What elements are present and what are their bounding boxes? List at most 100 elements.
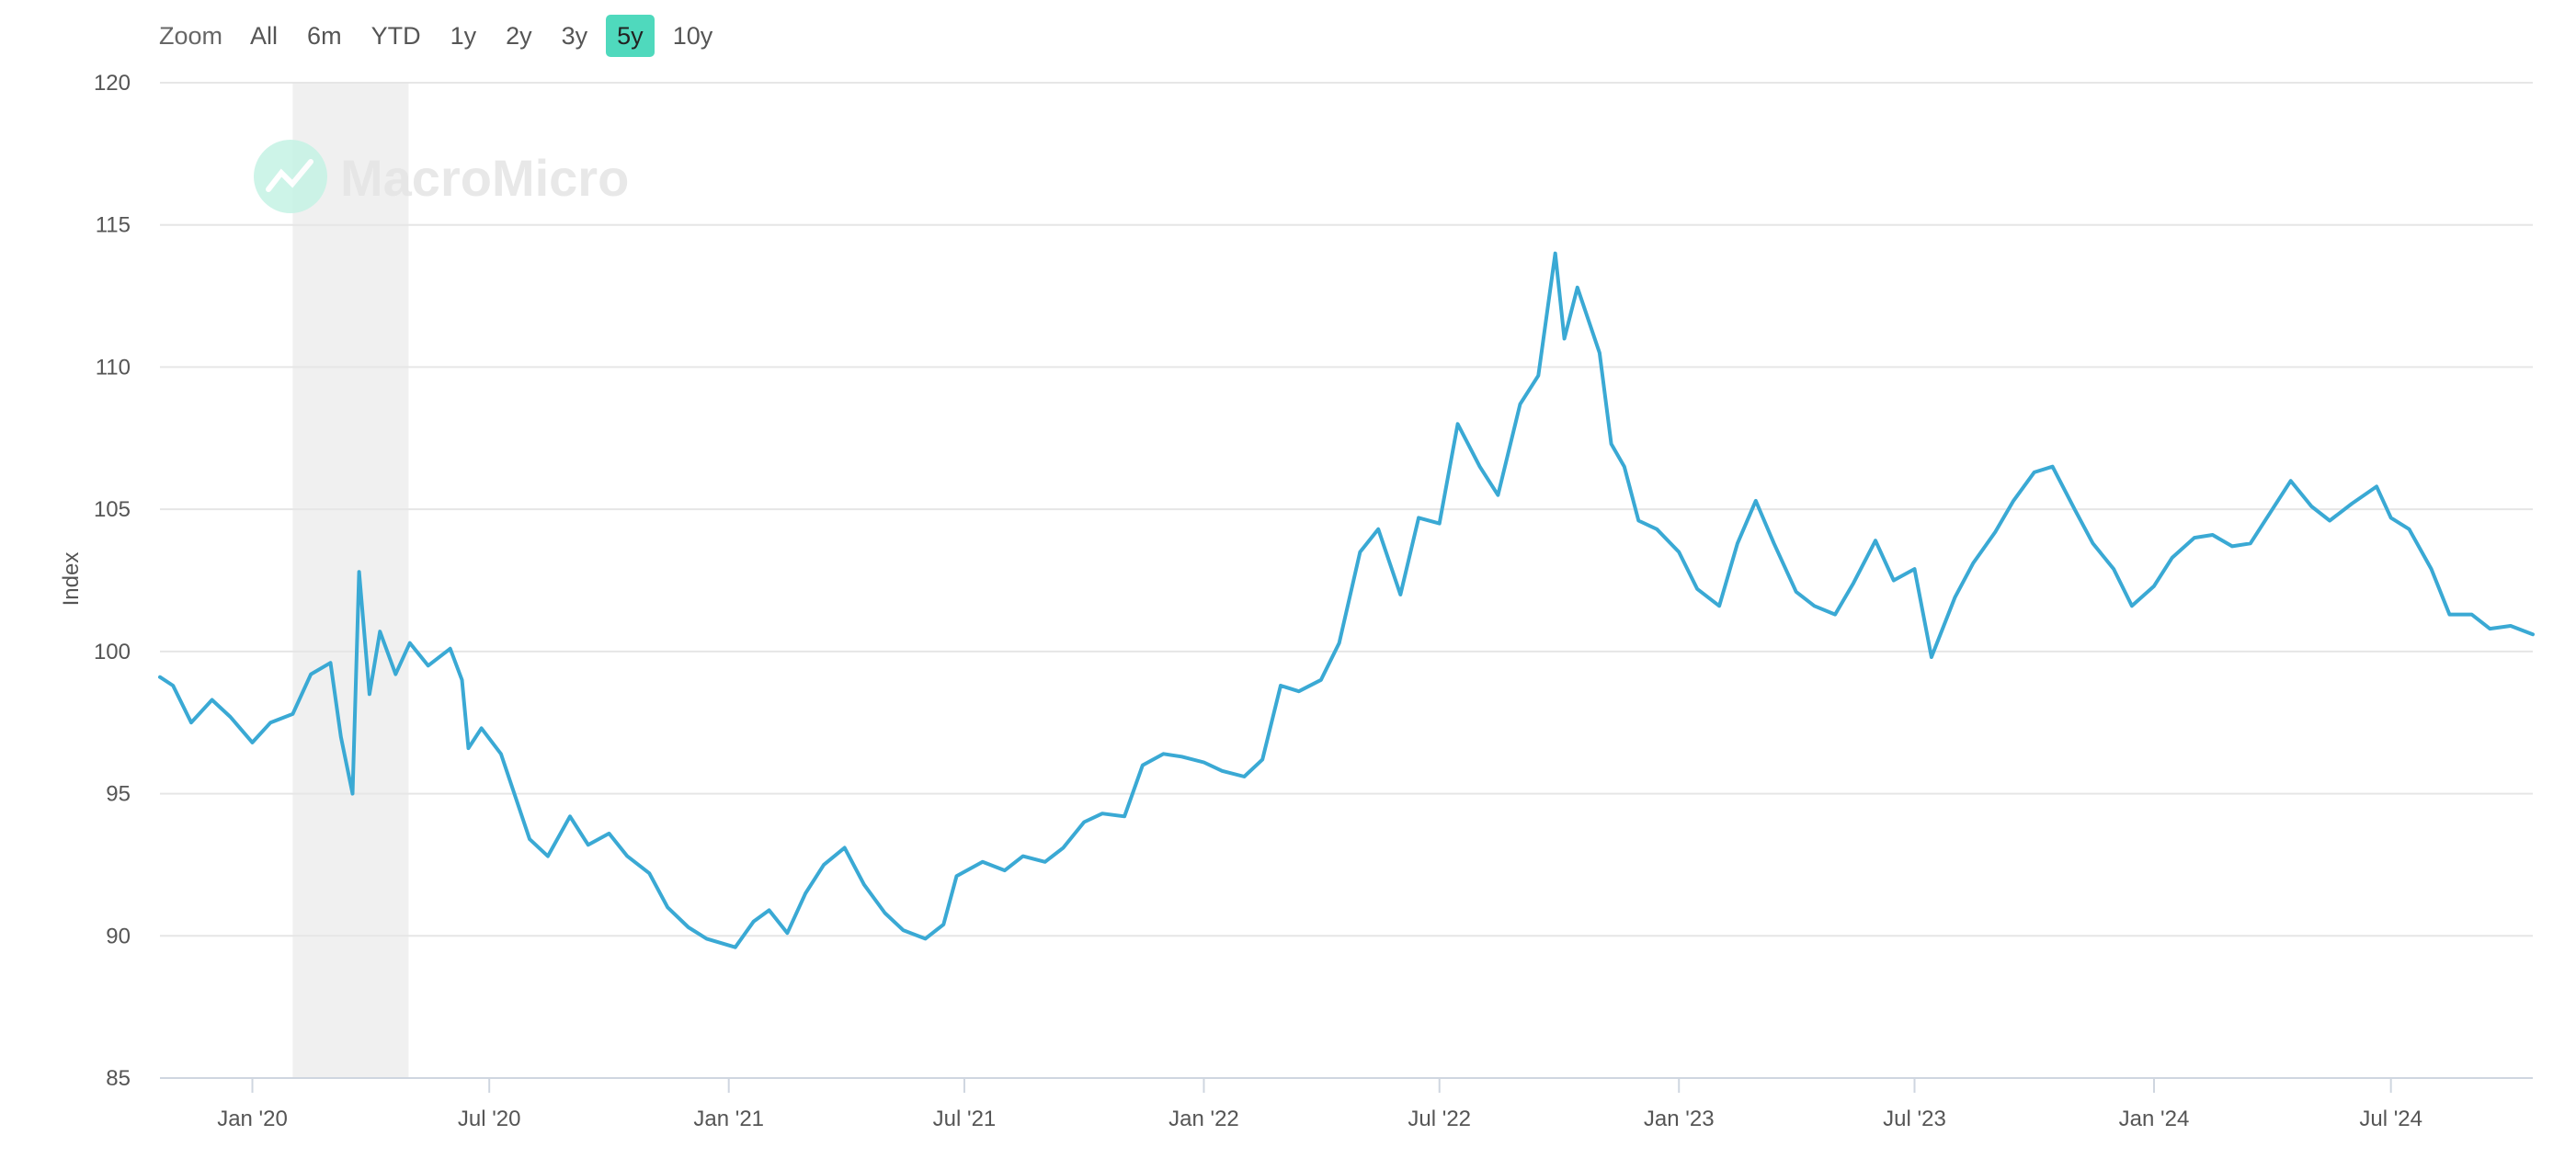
data-point-107 <box>2152 584 2157 588</box>
data-point-93 <box>1874 539 1878 543</box>
data-point-90 <box>1812 604 1817 608</box>
data-point-39 <box>842 846 847 850</box>
data-point-98 <box>1971 561 1976 565</box>
range-button-ytd[interactable]: YTD <box>370 22 421 50</box>
data-point-32 <box>704 937 709 941</box>
y-tick-label-85: 85 <box>106 1066 131 1091</box>
data-point-125 <box>2508 624 2513 629</box>
data-point-83 <box>1677 550 1681 554</box>
data-point-37 <box>804 891 808 895</box>
data-point-19 <box>460 677 464 682</box>
data-point-25 <box>568 814 573 819</box>
data-point-96 <box>1929 655 1933 660</box>
recession-band-0 <box>292 83 409 1078</box>
data-point-57 <box>1202 760 1206 765</box>
data-point-103 <box>2072 507 2077 512</box>
data-point-3 <box>210 698 214 702</box>
data-point-34 <box>751 919 756 924</box>
watermark: MacroMicro <box>254 140 629 213</box>
x-tick-label-5: Jul '22 <box>1408 1107 1471 1131</box>
data-point-64 <box>1337 641 1341 645</box>
y-tick-label-115: 115 <box>96 213 131 238</box>
data-point-49 <box>1043 859 1047 864</box>
data-point-115 <box>2309 505 2314 509</box>
range-button-3y[interactable]: 3y <box>561 22 588 50</box>
data-point-13 <box>367 692 371 697</box>
data-point-31 <box>686 925 690 930</box>
data-point-109 <box>2192 536 2196 540</box>
data-point-7 <box>291 711 295 716</box>
data-point-102 <box>2050 464 2055 469</box>
x-tick-label-0: Jan '20 <box>217 1107 288 1131</box>
data-point-79 <box>1609 442 1613 447</box>
data-point-1 <box>171 684 176 688</box>
data-point-124 <box>2488 627 2492 631</box>
data-point-99 <box>1993 529 1998 534</box>
data-point-106 <box>2129 604 2134 608</box>
y-tick-label-105: 105 <box>94 497 131 522</box>
data-point-74 <box>1536 373 1541 378</box>
range-button-5y[interactable]: 5y <box>606 15 655 57</box>
data-point-56 <box>1180 755 1184 759</box>
data-point-21 <box>479 726 484 731</box>
data-point-58 <box>1220 768 1225 773</box>
data-point-43 <box>923 937 928 941</box>
data-point-97 <box>1953 596 1957 600</box>
data-point-12 <box>357 570 361 574</box>
data-point-46 <box>980 859 985 864</box>
y-axis-title: Index <box>59 552 84 607</box>
data-point-84 <box>1695 586 1700 591</box>
data-point-69 <box>1437 521 1442 526</box>
data-point-41 <box>883 911 887 915</box>
data-point-40 <box>861 882 866 887</box>
data-point-20 <box>466 746 471 751</box>
data-point-27 <box>607 831 611 835</box>
data-point-71 <box>1477 464 1482 469</box>
data-point-15 <box>393 672 398 676</box>
data-point-6 <box>268 721 273 725</box>
data-point-50 <box>1061 846 1066 850</box>
data-point-111 <box>2230 544 2235 549</box>
data-point-47 <box>1002 868 1007 873</box>
data-point-16 <box>407 641 412 645</box>
data-point-116 <box>2328 518 2332 523</box>
x-tick-label-4: Jan '22 <box>1168 1107 1239 1131</box>
watermark-logo-mark <box>266 159 313 192</box>
data-point-9 <box>328 661 333 665</box>
data-point-18 <box>448 646 452 651</box>
data-point-24 <box>545 854 550 858</box>
recession-band-layer <box>292 83 409 1078</box>
range-button-1y[interactable]: 1y <box>450 22 477 50</box>
data-point-123 <box>2469 612 2474 617</box>
y-tick-label-110: 110 <box>96 355 131 380</box>
data-point-45 <box>954 874 959 879</box>
x-tick-label-7: Jul '23 <box>1883 1107 1946 1131</box>
data-point-67 <box>1398 593 1403 597</box>
data-point-101 <box>2032 470 2036 474</box>
y-tick-label-95: 95 <box>106 782 131 807</box>
x-tick-label-6: Jan '23 <box>1644 1107 1715 1131</box>
data-point-75 <box>1553 251 1557 255</box>
data-point-72 <box>1496 493 1500 497</box>
data-point-35 <box>767 908 771 913</box>
data-point-68 <box>1417 516 1421 520</box>
data-point-53 <box>1123 814 1127 819</box>
data-point-5 <box>250 740 255 744</box>
range-button-2y[interactable]: 2y <box>506 22 532 50</box>
range-button-6m[interactable]: 6m <box>307 22 342 50</box>
data-point-89 <box>1794 589 1798 594</box>
data-point-28 <box>625 854 630 858</box>
data-point-0 <box>158 675 163 679</box>
data-point-112 <box>2248 541 2252 546</box>
watermark-text: MacroMicro <box>340 149 629 207</box>
range-button-all[interactable]: All <box>250 22 279 50</box>
data-point-81 <box>1636 518 1641 523</box>
data-point-70 <box>1455 422 1460 426</box>
data-point-59 <box>1242 775 1247 779</box>
range-button-10y[interactable]: 10y <box>672 22 713 50</box>
data-point-62 <box>1296 689 1301 694</box>
data-point-33 <box>733 945 737 949</box>
data-point-30 <box>666 905 670 910</box>
zoom-label: Zoom <box>159 21 223 50</box>
data-point-77 <box>1575 285 1579 290</box>
